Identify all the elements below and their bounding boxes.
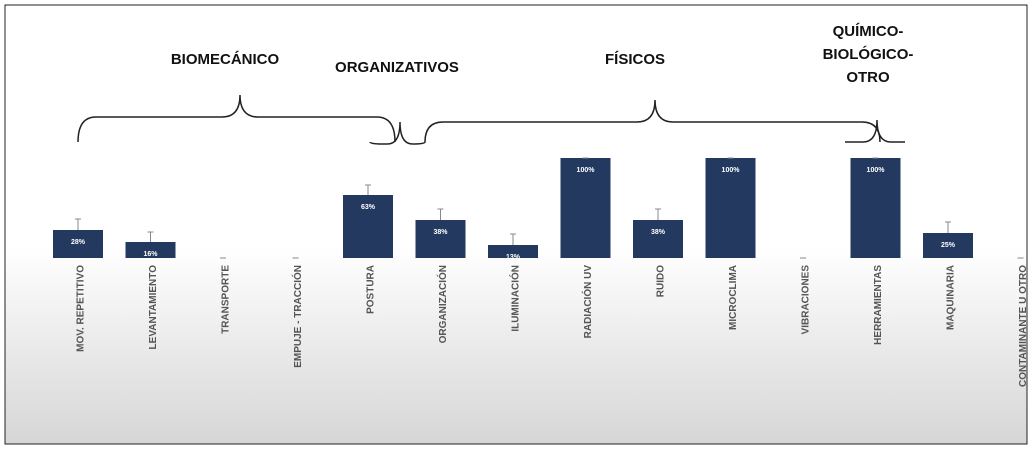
value-label: 16% (143, 251, 158, 258)
value-label: 100% (577, 167, 596, 174)
value-label: 13% (506, 254, 521, 261)
group-label: QUÍMICO- (833, 23, 904, 40)
brace (424, 99, 881, 143)
x-tick-label: HERRAMIENTAS (873, 265, 884, 345)
value-label: 63% (361, 204, 376, 211)
x-tick-label: RADIACIÓN UV (581, 265, 594, 339)
x-tick-label: MOV. REPETITIVO (76, 265, 87, 352)
x-tick-label: VIBRACIONES (801, 265, 812, 335)
bar (488, 245, 538, 258)
x-tick-label: ILUMINACIÓN (509, 265, 522, 332)
bar (705, 158, 756, 258)
x-tick-label: ORGANIZACIÓN (436, 265, 449, 343)
group-label: FÍSICOS (605, 51, 665, 68)
group-label-bg (818, 20, 918, 89)
value-label: 38% (433, 229, 448, 236)
value-label: 100% (867, 167, 886, 174)
value-label: 38% (651, 229, 666, 236)
group-label: ORGANIZATIVOS (335, 59, 459, 76)
bar (125, 242, 176, 258)
x-tick-label: POSTURA (366, 265, 377, 314)
value-label: 100% (722, 167, 741, 174)
group-label: BIOMECÁNICO (171, 51, 280, 68)
x-tick-label: MICROCLIMA (728, 265, 739, 330)
x-tick-label: CONTAMINANTE U OTRO (1018, 265, 1029, 387)
brace (77, 94, 396, 143)
group-label: BIOLÓGICO- (823, 45, 914, 63)
value-label: 28% (71, 239, 86, 246)
brace (845, 119, 905, 143)
bar (923, 233, 973, 258)
x-tick-label: LEVANTAMIENTO (148, 265, 159, 350)
bar (560, 158, 611, 258)
group-label: OTRO (846, 69, 890, 86)
x-tick-label: EMPUJE - TRACCIÓN (291, 265, 304, 368)
value-label: 25% (941, 242, 956, 249)
x-tick-label: MAQUINARIA (946, 265, 957, 330)
x-tick-label: RUIDO (656, 265, 667, 297)
bar (850, 158, 901, 258)
bar (53, 230, 103, 258)
bar (633, 220, 683, 258)
x-tick-label: TRANSPORTE (221, 265, 232, 334)
bar (343, 195, 393, 258)
brace (369, 121, 426, 145)
bar (415, 220, 466, 258)
